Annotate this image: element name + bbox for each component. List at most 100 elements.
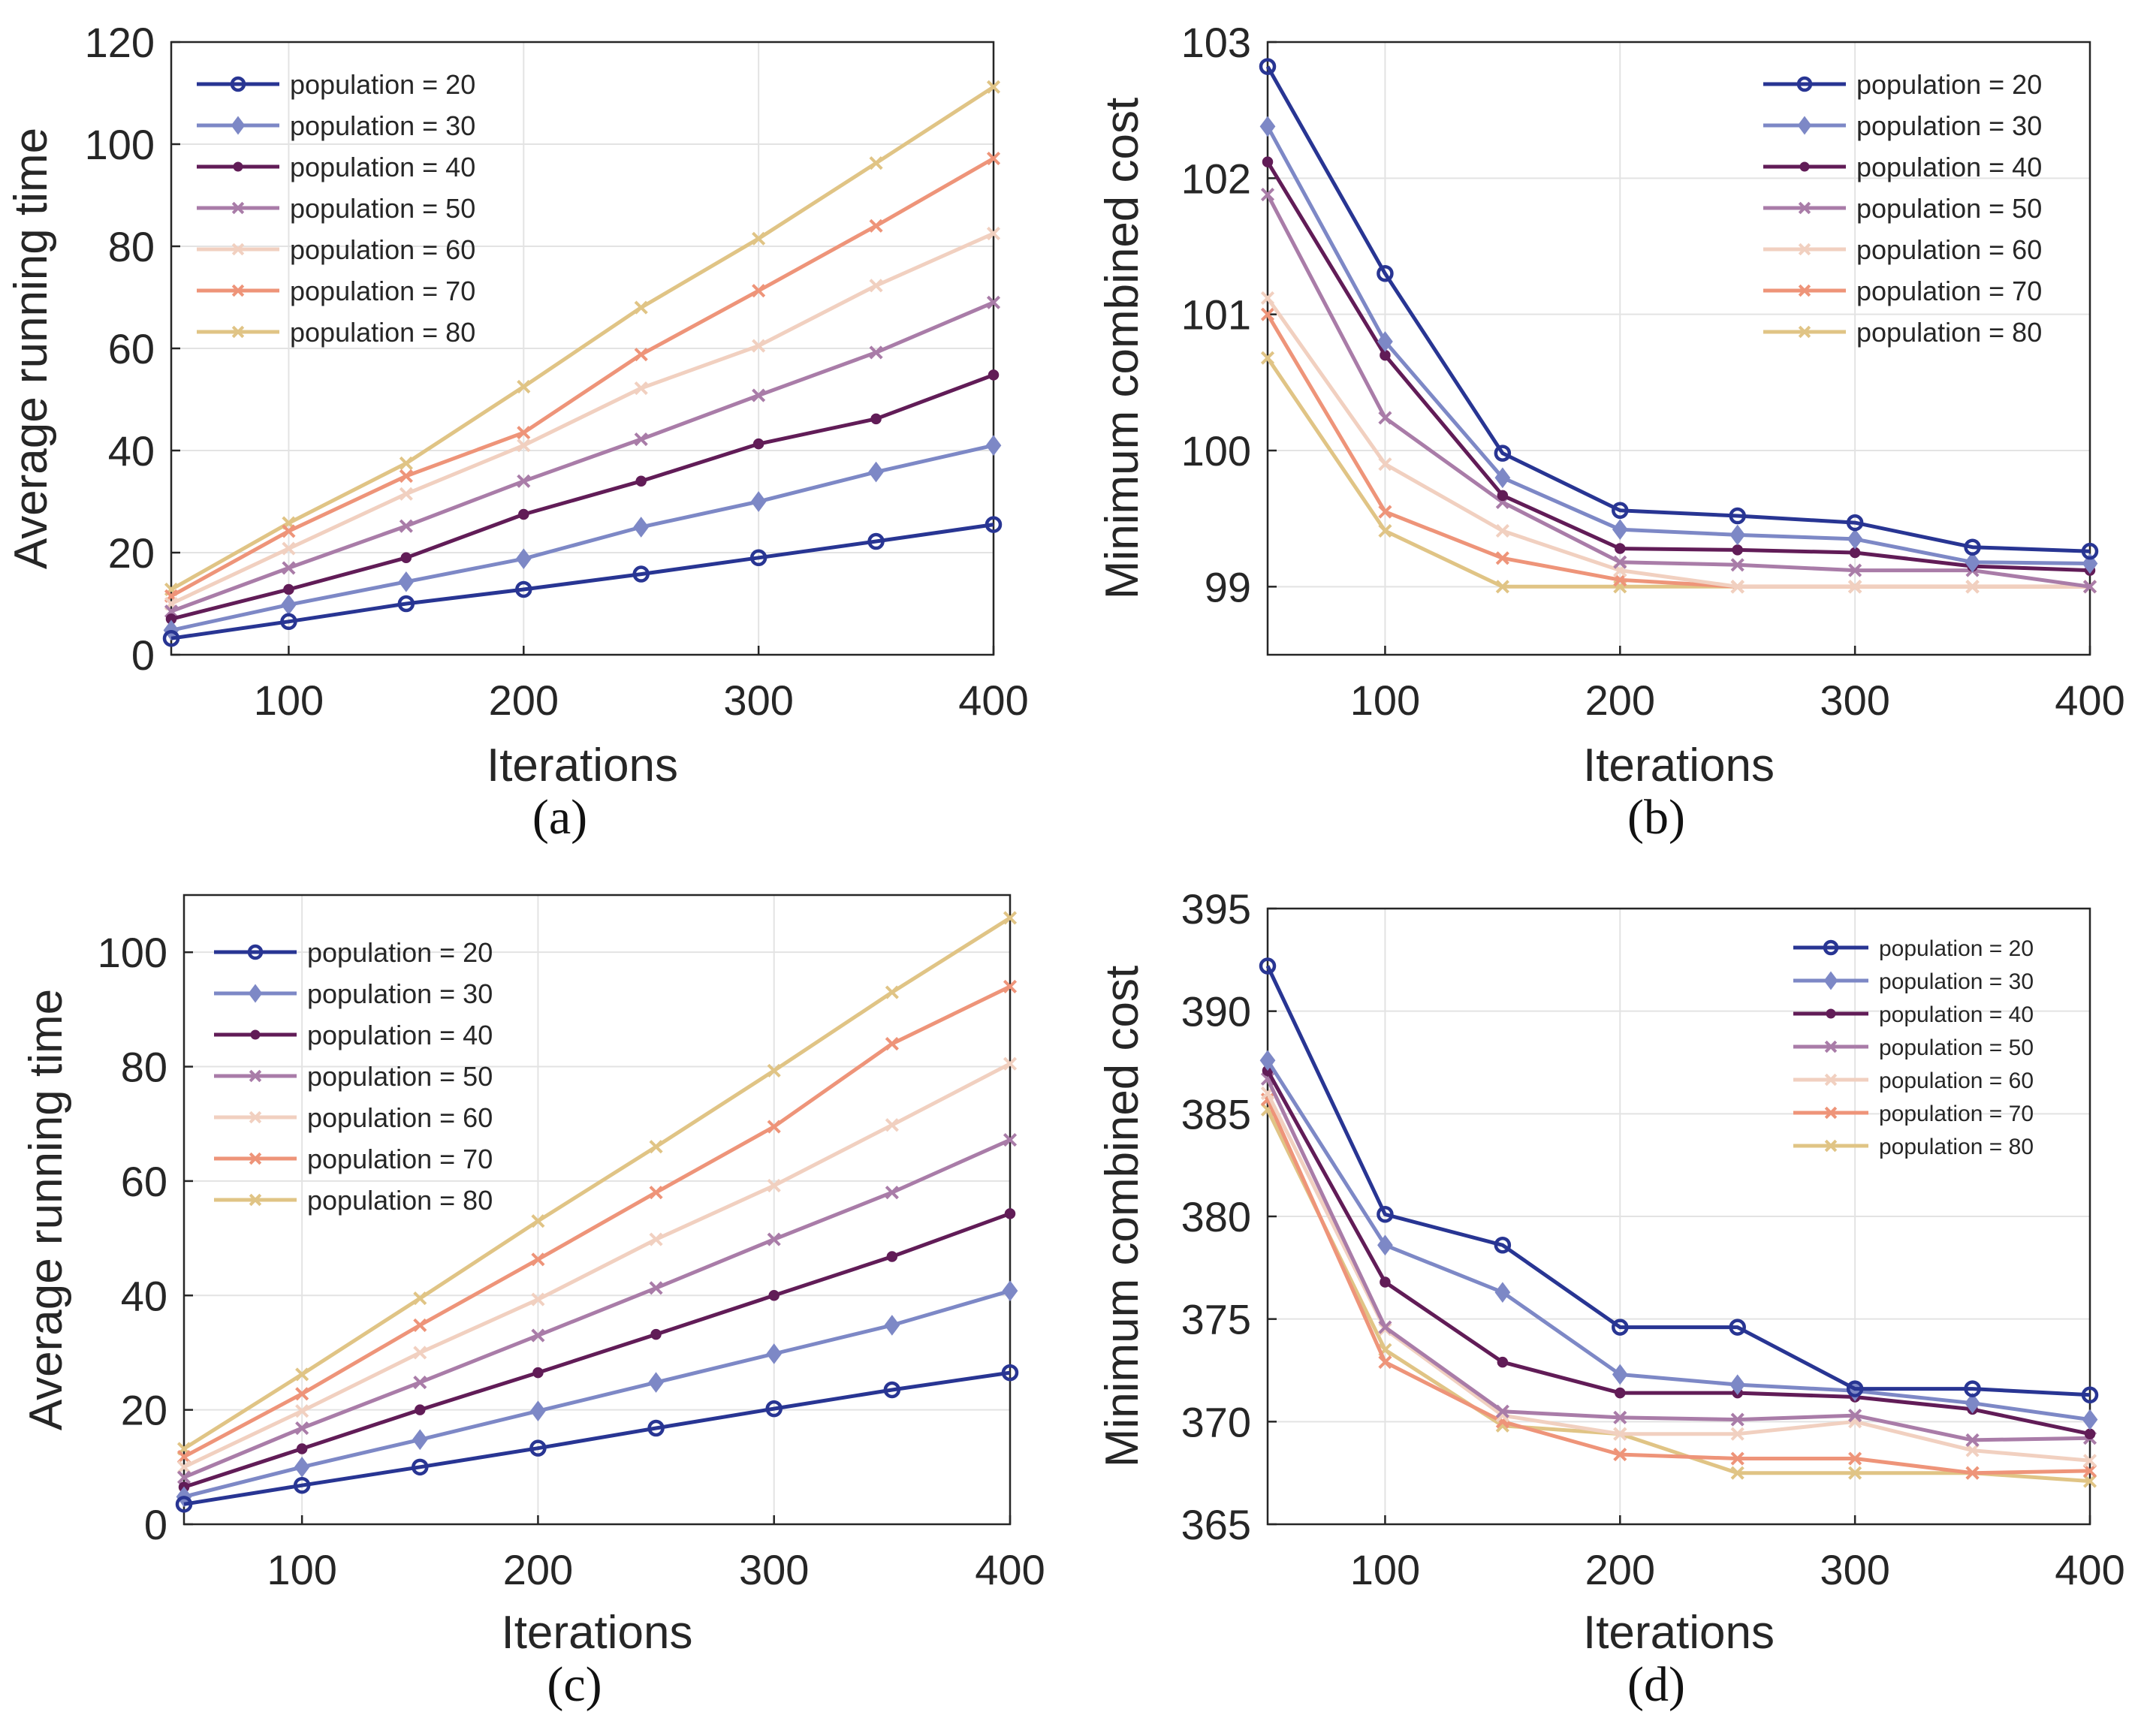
data-point: [1001, 1364, 1019, 1382]
data-point: [649, 1186, 663, 1200]
data-point: [1965, 1466, 1980, 1480]
data-point: [1259, 1050, 1276, 1071]
x-axis-label: Iterations: [1583, 1607, 1775, 1659]
series-line: [1265, 1099, 2091, 1475]
data-point: [1003, 1132, 1018, 1147]
data-point: [176, 1450, 191, 1464]
data-point: [2081, 1386, 2099, 1404]
series-line: [1265, 1069, 2091, 1436]
data-point: [986, 226, 1001, 241]
legend-label: population = 50: [1856, 193, 2042, 224]
data-point: [1495, 551, 1509, 565]
series-line: [183, 1138, 1012, 1479]
legend-label: population = 50: [290, 193, 475, 224]
x-tick-label: 400: [2055, 1546, 2124, 1593]
data-point: [399, 519, 413, 533]
data-point: [883, 1381, 901, 1399]
data-point: [634, 381, 648, 396]
data-point: [517, 426, 531, 440]
x-axis-label: Iterations: [1583, 740, 1775, 791]
data-point: [1846, 1380, 1864, 1397]
data-point: [869, 219, 883, 233]
data-point: [295, 1404, 309, 1418]
y-tick-label: 375: [1181, 1296, 1251, 1343]
data-point: [1965, 580, 1980, 594]
data-point: [2082, 1409, 2098, 1430]
series-pop-20: [1259, 957, 2099, 1404]
y-tick-label: 103: [1181, 19, 1251, 66]
legend-marker: [231, 325, 245, 339]
data-point: [1378, 1355, 1392, 1370]
data-point: [515, 548, 532, 569]
legend: population = 20 population = 30 population…: [197, 69, 475, 348]
data-point: [2082, 580, 2097, 594]
data-point: [869, 156, 883, 170]
data-point: [1377, 265, 1394, 282]
data-point: [1848, 563, 1862, 577]
data-point: [1613, 1448, 1627, 1462]
chart-panel-c: 100 200 300 400 0 20 40 60 80 100 Iterations Averag…: [20, 894, 1045, 1712]
data-point: [885, 985, 899, 999]
legend-marker: [1798, 325, 1811, 339]
legend-label: population = 80: [290, 317, 475, 348]
data-point: [1615, 1387, 1626, 1399]
series-line: [183, 1370, 1011, 1506]
data-point: [885, 1186, 899, 1200]
data-point: [1847, 529, 1863, 550]
x-tick-label: 200: [503, 1546, 573, 1593]
series-pop-40: [178, 1208, 1016, 1493]
data-point: [634, 432, 648, 447]
legend-marker: [249, 1069, 262, 1083]
series-pop-40: [165, 369, 1000, 625]
series-pop-60: [176, 1056, 1018, 1474]
x-tick-label: 300: [1820, 1546, 1889, 1593]
data-point: [295, 1421, 309, 1436]
data-point: [1965, 1433, 1980, 1447]
data-point: [1494, 467, 1511, 489]
series-line: [182, 916, 1012, 1451]
x-tick-label: 100: [267, 1546, 336, 1593]
data-point: [649, 1140, 663, 1154]
data-point: [752, 339, 766, 353]
series-pop-50: [164, 295, 1001, 619]
data-point: [1730, 580, 1744, 594]
series-line: [170, 231, 995, 606]
data-point: [400, 552, 412, 564]
data-point: [632, 565, 650, 583]
panel-caption: (c): [547, 1657, 602, 1712]
data-point: [295, 1387, 309, 1401]
y-tick-label: 60: [108, 325, 155, 372]
series-line: [170, 85, 995, 592]
data-point: [985, 516, 1003, 533]
data-point: [1494, 445, 1512, 462]
legend-label: population = 40: [1879, 1002, 2034, 1027]
legend-marker: [250, 1029, 261, 1040]
data-point: [648, 1372, 664, 1393]
data-point: [1732, 544, 1743, 556]
data-point: [517, 474, 531, 488]
data-point: [280, 613, 297, 631]
legend-marker: [1798, 201, 1811, 215]
legend-label: population = 60: [1879, 1068, 2034, 1093]
y-tick-label: 395: [1181, 885, 1251, 933]
y-tick-label: 40: [108, 427, 155, 475]
legend-marker: [247, 944, 264, 960]
series-line: [1265, 1108, 2091, 1484]
data-point: [988, 369, 1000, 381]
series-line: [170, 443, 994, 632]
y-tick-label: 60: [121, 1158, 167, 1205]
legend-marker: [231, 284, 245, 297]
data-point: [1730, 558, 1744, 572]
legend-label: population = 30: [307, 978, 493, 1009]
data-point: [2082, 1474, 2097, 1488]
y-tick-label: 385: [1181, 1090, 1251, 1138]
series-line: [182, 1062, 1012, 1469]
legend-marker: [233, 161, 243, 172]
y-tick-label: 20: [121, 1387, 167, 1434]
legend-label: population = 40: [307, 1020, 493, 1050]
legend-marker: [231, 243, 245, 256]
legend-label: population = 70: [290, 276, 475, 306]
data-point: [765, 1400, 783, 1418]
data-point: [767, 1120, 781, 1134]
